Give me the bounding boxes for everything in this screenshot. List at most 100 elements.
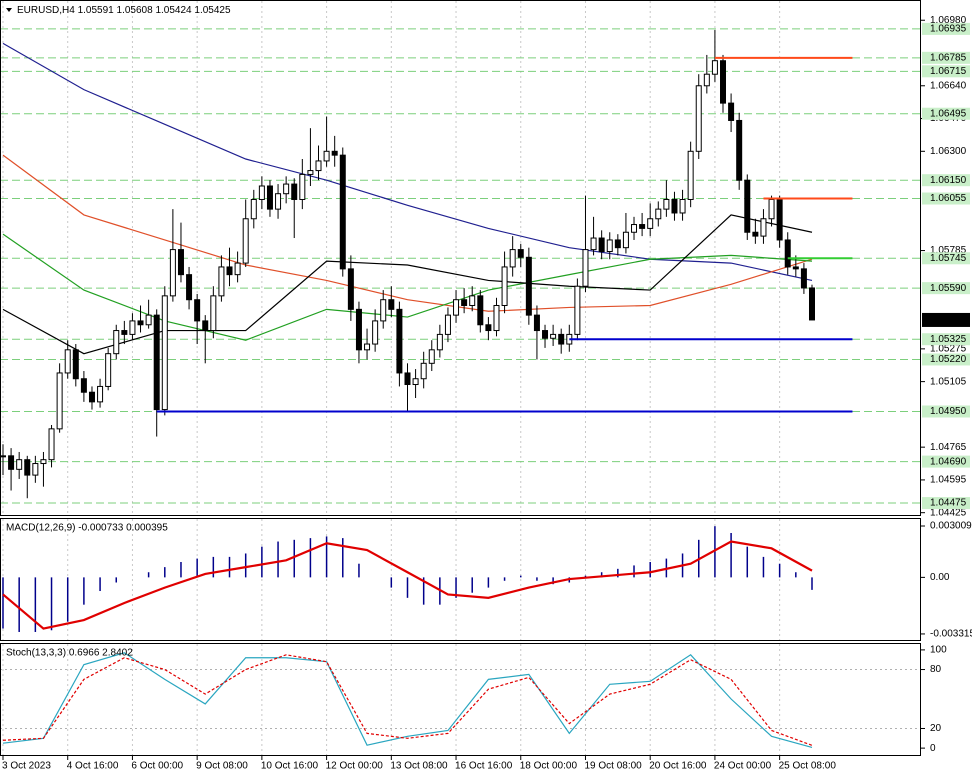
candle-body xyxy=(153,314,160,411)
y-tick-label: 1.06640 xyxy=(930,80,967,91)
candle-body xyxy=(655,208,662,220)
level-label: 1.06935 xyxy=(930,24,967,35)
candle-body xyxy=(97,385,104,403)
candle-body xyxy=(444,314,451,335)
candle-body xyxy=(590,237,597,251)
candle-body xyxy=(687,150,694,200)
candle-body xyxy=(0,455,6,458)
level-label: 1.06055 xyxy=(930,193,967,204)
menu-arrow-icon[interactable] xyxy=(6,8,12,12)
level-label-box xyxy=(922,65,970,78)
candle-body xyxy=(355,308,362,351)
candle-body xyxy=(477,295,484,326)
candle-body xyxy=(679,198,686,214)
candle-body xyxy=(48,428,55,461)
candle-body xyxy=(364,343,371,351)
level-label: 1.06715 xyxy=(930,66,967,77)
level-label: 1.04475 xyxy=(930,498,967,509)
level-label-box xyxy=(922,22,970,35)
candle-body xyxy=(639,224,646,229)
candle-body xyxy=(299,173,306,200)
candle-body xyxy=(137,320,144,326)
level-label-box xyxy=(922,107,970,120)
level-label: 1.05745 xyxy=(930,253,967,264)
candle-body xyxy=(533,314,540,332)
candle-body xyxy=(768,198,775,220)
x-tick-label: 12 Oct 00:00 xyxy=(326,761,384,772)
moving-average-line xyxy=(2,154,813,312)
candle-body xyxy=(663,198,670,210)
y-tick-label: 1.04765 xyxy=(930,442,967,453)
candle-body xyxy=(56,372,63,430)
y-tick-label: 1.04595 xyxy=(930,475,967,486)
candle-body xyxy=(469,295,476,306)
current-price-box xyxy=(922,312,970,327)
candle-body xyxy=(64,349,71,374)
x-tick-label: 4 Oct 16:00 xyxy=(67,761,119,772)
candle-body xyxy=(614,239,621,249)
level-label-box xyxy=(922,174,970,187)
moving-average-line xyxy=(2,42,813,282)
candle-body xyxy=(808,287,815,321)
y-tick-label: 1.06980 xyxy=(930,15,967,26)
axis-layer: 3 Oct 2023 4 Oct 16:00 6 Oct 00:00 9 Oct 08… xyxy=(2,15,972,772)
candle-body xyxy=(574,285,581,335)
y-tick-label: 80 xyxy=(930,664,942,675)
candle-body xyxy=(784,239,791,268)
level-label-box xyxy=(922,405,970,418)
candle-body xyxy=(388,299,395,310)
candle-body xyxy=(234,262,241,276)
symbol: EURUSD,H4 xyxy=(17,5,75,16)
candle-body xyxy=(703,73,710,87)
candle-body xyxy=(671,198,678,214)
x-tick-label: 9 Oct 08:00 xyxy=(196,761,248,772)
stoch-panel-border xyxy=(0,643,921,756)
candle-body xyxy=(428,349,435,364)
x-tick-label: 19 Oct 08:00 xyxy=(584,761,642,772)
level-label: 1.04690 xyxy=(930,456,967,467)
level-label: 1.06785 xyxy=(930,52,967,63)
candle-body xyxy=(485,324,492,332)
y-tick-label: 1.05785 xyxy=(930,245,967,256)
candle-body xyxy=(752,231,759,237)
symbol-header: EURUSD,H4 1.05591 1.05608 1.05424 1.0542… xyxy=(17,5,231,16)
level-label: 1.04950 xyxy=(930,406,967,417)
candle-body xyxy=(80,378,87,393)
candle-body xyxy=(40,459,47,465)
candle-body xyxy=(105,353,112,387)
candle-body xyxy=(242,218,249,264)
low-label: 1.05424 xyxy=(155,5,192,16)
candle-body xyxy=(16,459,23,470)
candle-body xyxy=(542,330,549,339)
y-tick-label: 1.06300 xyxy=(930,146,967,157)
candle-body xyxy=(501,266,508,306)
candle-body xyxy=(525,256,532,316)
level-label-box xyxy=(922,282,970,295)
candle-body xyxy=(291,183,298,200)
candle-body xyxy=(711,60,718,75)
candle-body xyxy=(161,295,168,411)
candle-body xyxy=(622,231,629,249)
candle-body xyxy=(598,237,605,253)
high-label: 1.05608 xyxy=(117,5,154,16)
stoch-signal-line xyxy=(2,654,813,746)
moving-average-line xyxy=(2,214,813,355)
candle-body xyxy=(412,378,419,386)
level-label: 1.05220 xyxy=(930,354,967,365)
main-panel-border xyxy=(0,0,921,516)
stoch-label: Stoch(13,3,3) 0.6966 2.8402 xyxy=(6,648,133,659)
moving-average-line xyxy=(2,233,813,341)
y-tick-label: 0.00 xyxy=(930,572,950,583)
candle-body xyxy=(88,391,95,403)
candle-body xyxy=(250,198,257,220)
candle-body xyxy=(169,249,176,297)
y-tick-label: 100 xyxy=(930,645,947,656)
candle-body xyxy=(202,320,209,332)
macd-label: MACD(12,26,9) -0.000733 0.000395 xyxy=(6,523,168,534)
candle-body xyxy=(631,224,638,233)
candle-body xyxy=(517,249,524,258)
level-label-box xyxy=(922,192,970,205)
candle-body xyxy=(493,304,500,332)
candle-body xyxy=(8,455,15,470)
